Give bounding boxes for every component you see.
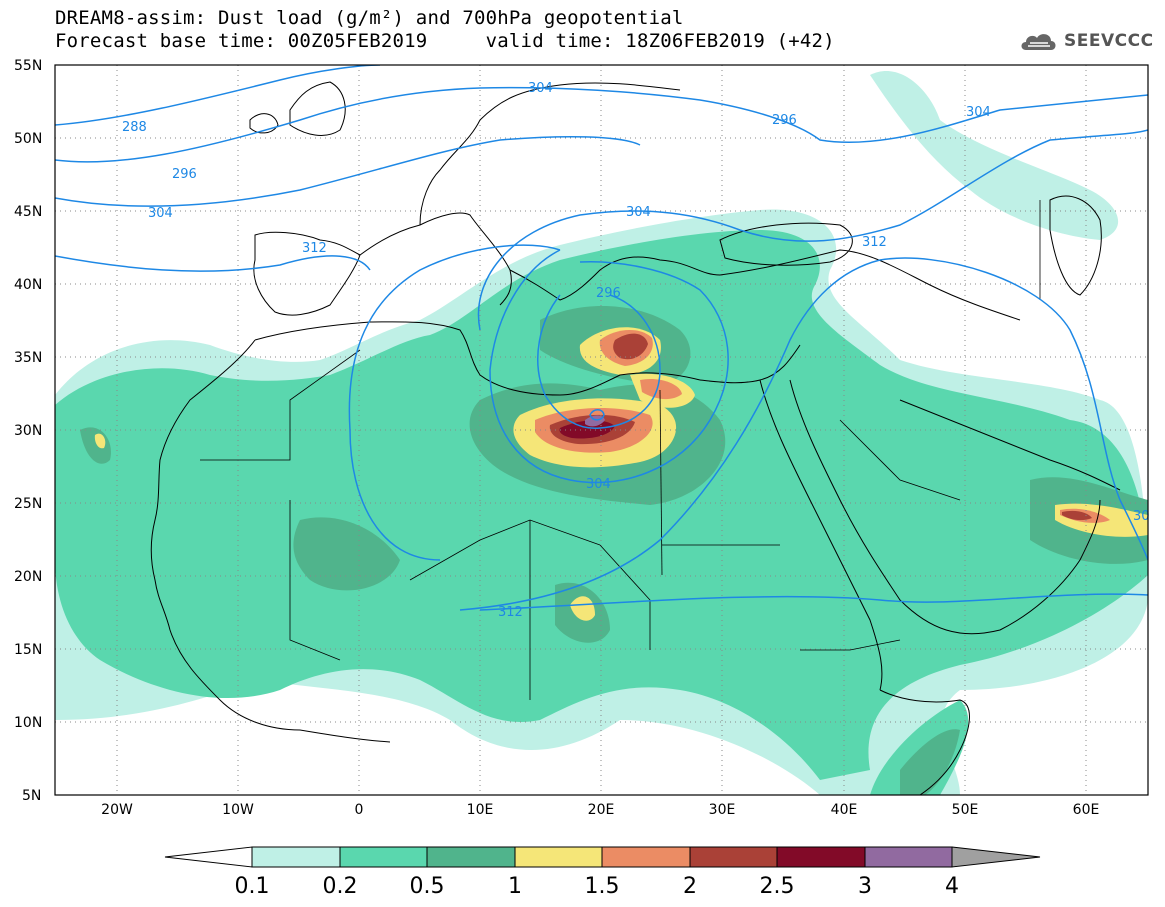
lon-label: 60E (1073, 802, 1100, 818)
colorbar-swatch (689, 846, 778, 868)
logo-text: SEEVCCC (1064, 31, 1154, 51)
colorbar-tick-label: 3 (858, 874, 872, 899)
colorbar-swatch (601, 846, 691, 868)
graticule (55, 65, 1148, 795)
contour-label: 296 (772, 113, 797, 128)
lon-label: 50E (952, 802, 979, 818)
lon-label: 0 (355, 802, 364, 818)
longitude-labels: 20W 10W 0 10E 20E 30E 40E 50E 60E (101, 802, 1099, 818)
lat-label: 5N (22, 788, 41, 804)
geopotential-contours (55, 65, 1148, 611)
colorbar-upper-arrow (951, 846, 1041, 868)
colorbar-tick-label: 1.5 (585, 874, 620, 899)
contour-label: 304 (528, 81, 553, 96)
latitude-labels: 55N 50N 45N 40N 35N 30N 25N 20N 15N 10N … (14, 58, 42, 804)
colorbar-swatch (776, 846, 866, 868)
lat-label: 55N (14, 58, 42, 74)
seevccc-logo: SEEVCCC (1018, 28, 1154, 54)
contour-label: 296 (172, 167, 197, 182)
lat-label: 20N (14, 569, 42, 585)
lat-label: 40N (14, 277, 42, 293)
contour-label: 304 (626, 205, 651, 220)
coastlines (150, 81, 1121, 795)
contour-label: 304 (586, 477, 611, 492)
contour-label: 30 (1133, 509, 1150, 524)
dust-load-field (55, 71, 1148, 795)
colorbar-swatch (426, 846, 516, 868)
map-subtitle: Forecast base time: 00Z05FEB2019 valid t… (55, 30, 835, 52)
colorbar-tick-label: 4 (945, 874, 959, 899)
colorbar-lower-arrow (164, 846, 253, 868)
contour-label: 304 (966, 105, 991, 120)
contour-label: 304 (148, 206, 173, 221)
lon-label: 10E (467, 802, 494, 818)
lat-label: 10N (14, 715, 42, 731)
colorbar-tick-label: 0.1 (235, 874, 270, 899)
lon-label: 10W (222, 802, 254, 818)
lat-label: 15N (14, 642, 42, 658)
map-title: DREAM8-assim: Dust load (g/m²) and 700hP… (55, 7, 684, 29)
lat-label: 35N (14, 350, 42, 366)
colorbar-tick-label: 1 (508, 874, 522, 899)
contour-label: 312 (302, 241, 327, 256)
contour-label: 296 (596, 286, 621, 301)
contour-labels: 288 296 304 312 304 296 304 312 304 296 … (122, 81, 1150, 620)
colorbar-tick-label: 2.5 (760, 874, 795, 899)
lon-label: 30E (709, 802, 736, 818)
contour-label: 312 (862, 235, 887, 250)
lon-label: 20E (588, 802, 615, 818)
colorbar: 0.1 0.2 0.5 1 1.5 2 2.5 3 4 (164, 846, 1041, 899)
colorbar-tick-label: 0.5 (410, 874, 445, 899)
map-frame (54, 64, 1149, 796)
lat-label: 30N (14, 423, 42, 439)
lon-label: 20W (101, 802, 133, 818)
colorbar-swatch (339, 846, 428, 868)
contour-label: 312 (498, 605, 523, 620)
colorbar-swatch (514, 846, 603, 868)
colorbar-tick-label: 0.2 (323, 874, 358, 899)
colorbar-tick-label: 2 (683, 874, 697, 899)
lat-label: 45N (14, 204, 42, 220)
colorbar-swatch (251, 846, 341, 868)
lat-label: 25N (14, 496, 42, 512)
cloud-icon (1021, 34, 1056, 50)
lon-label: 40E (831, 802, 858, 818)
contour-label: 288 (122, 120, 147, 135)
colorbar-swatch (864, 846, 953, 868)
lat-label: 50N (14, 131, 42, 147)
